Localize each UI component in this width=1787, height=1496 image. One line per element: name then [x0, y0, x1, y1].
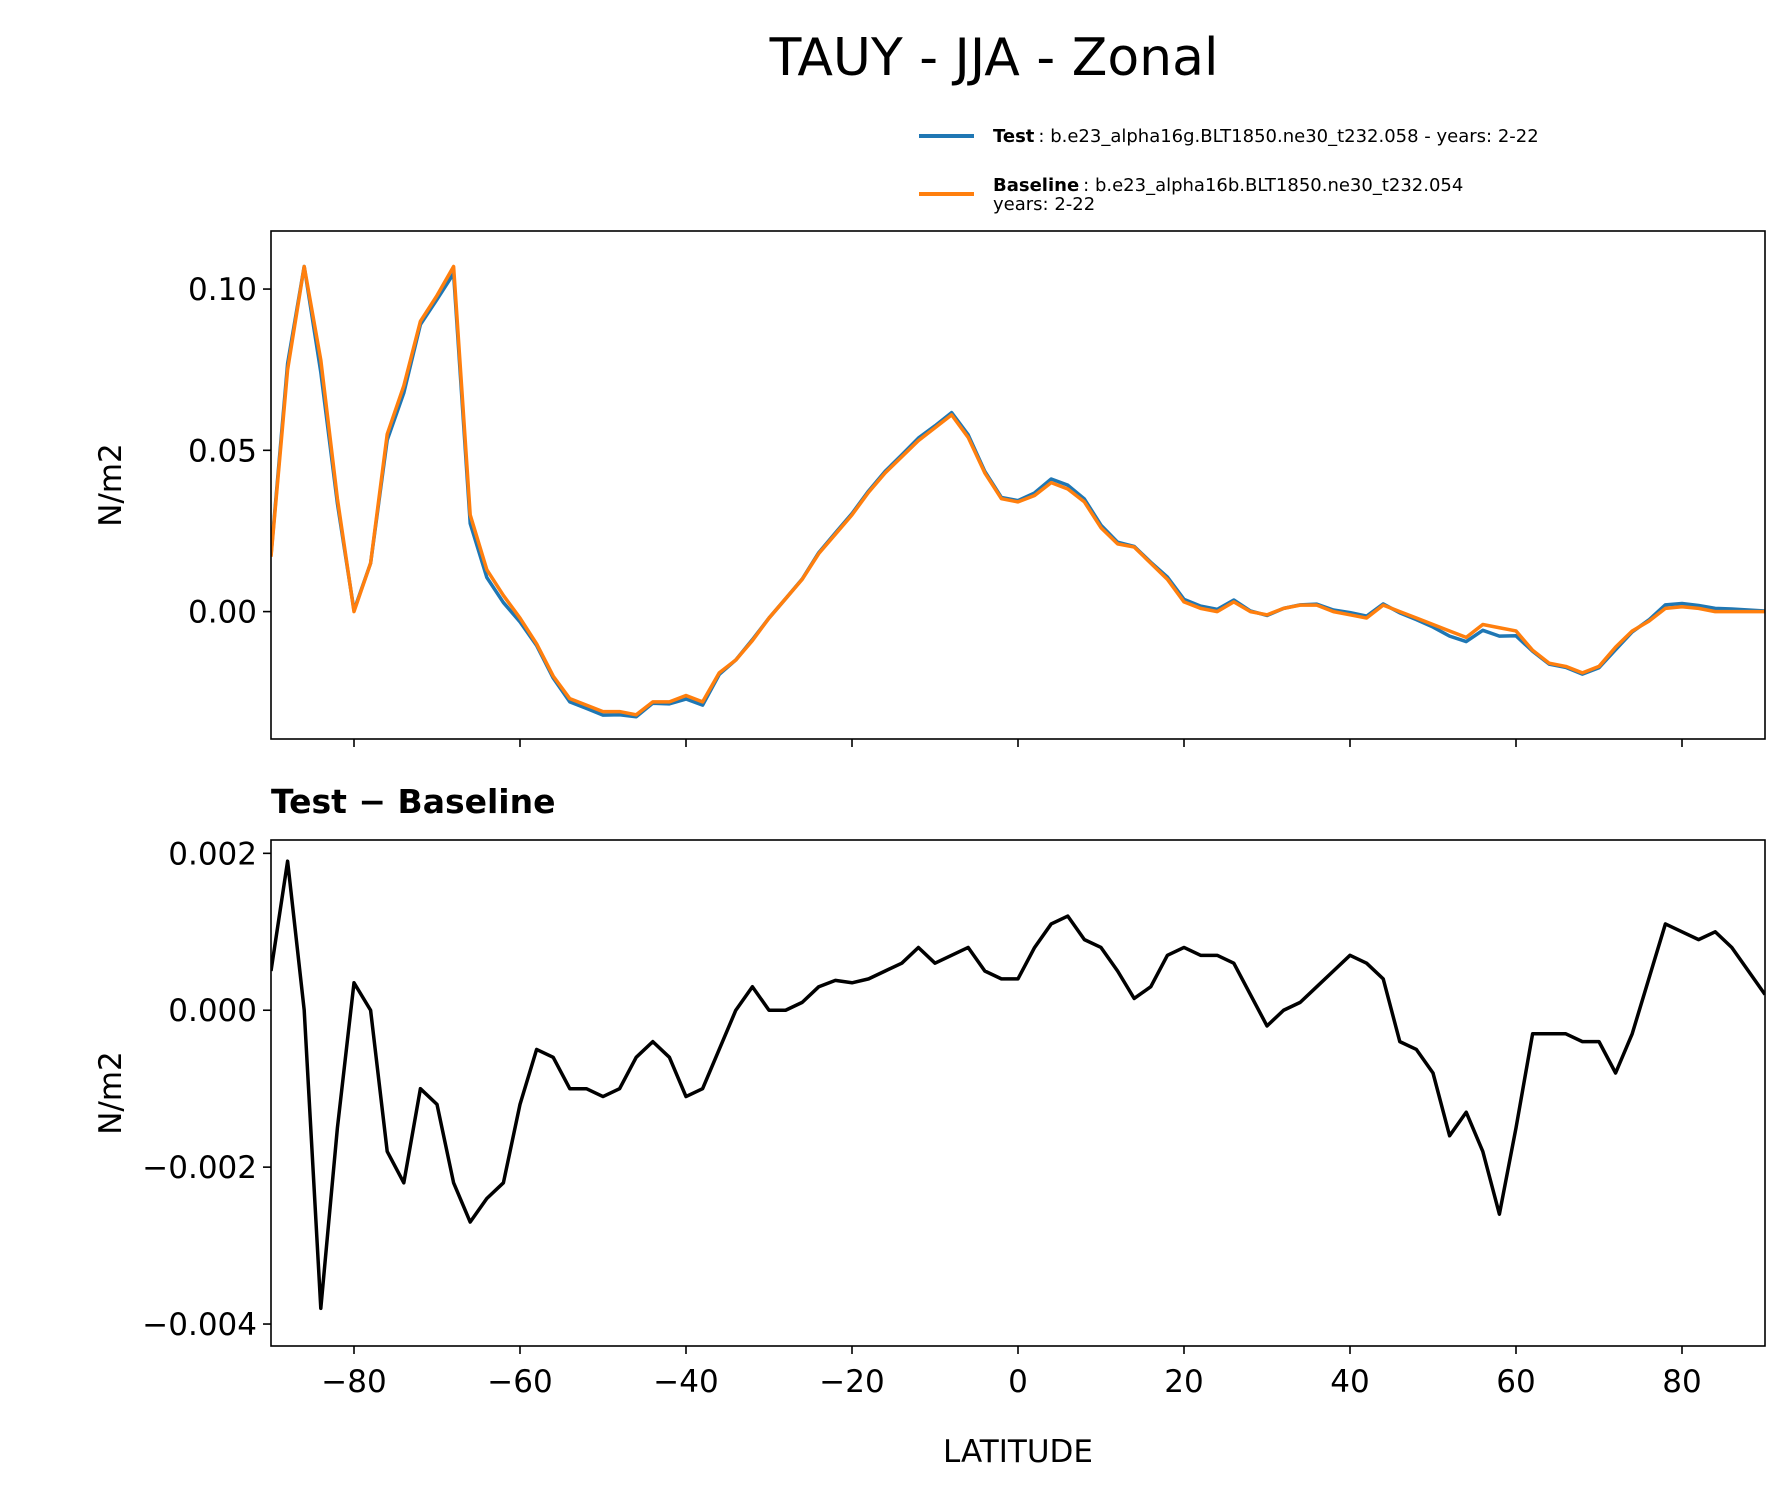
legend-description: years: 2-22 — [993, 194, 1095, 215]
x-tick-label: −80 — [321, 1364, 386, 1400]
plot-area — [271, 859, 1765, 1311]
legend-name: Baseline — [993, 175, 1079, 196]
data-line — [271, 859, 1765, 1311]
y-tick-label: 0.00 — [188, 595, 257, 631]
data-line — [271, 264, 1765, 719]
y-axis-label: N/m2 — [93, 1051, 129, 1135]
plot-area — [271, 264, 1765, 719]
y-tick-label: 0.10 — [188, 272, 257, 308]
legend-name: Test — [993, 126, 1035, 147]
y-tick-label: 0.002 — [168, 836, 257, 872]
legend-description: : b.e23_alpha16b.BLT1850.ne30_t232.054 — [1083, 175, 1463, 196]
axes-frame — [270, 839, 1766, 1347]
axes-frame — [270, 230, 1766, 740]
x-axis-label: LATITUDE — [943, 1434, 1093, 1470]
y-tick-label: 0.05 — [188, 433, 257, 469]
data-line — [271, 264, 1765, 717]
x-tick-label: 0 — [1008, 1364, 1028, 1400]
x-tick-label: −60 — [487, 1364, 552, 1400]
y-tick-label: −0.004 — [142, 1307, 257, 1343]
legend-description: : b.e23_alpha16g.BLT1850.ne30_t232.058 -… — [1038, 126, 1538, 147]
chart-title: TAUY - JJA - Zonal — [769, 28, 1219, 88]
x-tick-label: −40 — [653, 1364, 718, 1400]
y-tick-label: −0.002 — [142, 1150, 257, 1186]
y-tick-label: 0.000 — [168, 993, 257, 1029]
x-tick-label: 20 — [1164, 1364, 1203, 1400]
panel-title: Test − Baseline — [271, 782, 556, 821]
x-tick-label: 60 — [1496, 1364, 1535, 1400]
x-tick-label: 80 — [1662, 1364, 1701, 1400]
x-tick-label: −20 — [819, 1364, 884, 1400]
legend-label: Test: b.e23_alpha16g.BLT1850.ne30_t232.0… — [993, 126, 1539, 147]
y-axis-label: N/m2 — [93, 443, 129, 527]
legend-label: Baseline: b.e23_alpha16b.BLT1850.ne30_t2… — [993, 175, 1463, 196]
x-tick-label: 40 — [1330, 1364, 1369, 1400]
